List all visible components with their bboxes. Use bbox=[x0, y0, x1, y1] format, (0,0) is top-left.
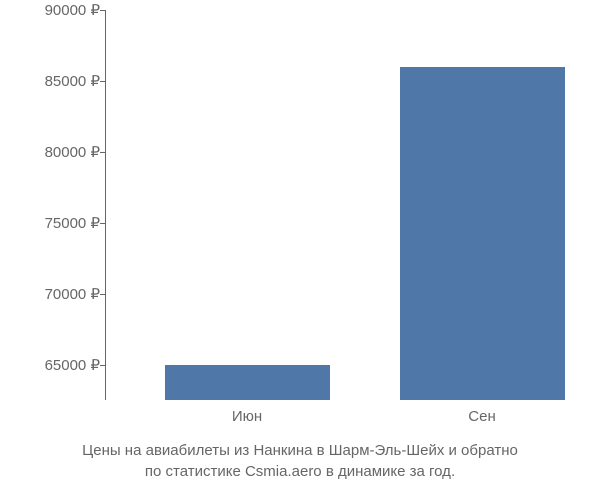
y-tick-label: 75000 ₽ bbox=[45, 214, 100, 232]
y-tick-label: 65000 ₽ bbox=[45, 356, 100, 374]
y-tick-label: 70000 ₽ bbox=[45, 285, 100, 303]
price-chart: 90000 ₽ 85000 ₽ 80000 ₽ 75000 ₽ 70000 ₽ … bbox=[0, 0, 600, 500]
y-tick-mark bbox=[100, 152, 105, 153]
x-tick-label: Июн bbox=[232, 408, 262, 425]
y-tick-label: 85000 ₽ bbox=[45, 72, 100, 90]
chart-caption-line2: по статистике Csmia.aero в динамике за г… bbox=[0, 461, 600, 482]
x-tick-label: Сен bbox=[468, 408, 495, 425]
y-tick-mark bbox=[100, 223, 105, 224]
chart-caption-line1: Цены на авиабилеты из Нанкина в Шарм-Эль… bbox=[0, 440, 600, 461]
y-tick-mark bbox=[100, 10, 105, 11]
y-tick-label: 90000 ₽ bbox=[45, 1, 100, 19]
y-tick-mark bbox=[100, 81, 105, 82]
y-tick-mark bbox=[100, 365, 105, 366]
bar-jun bbox=[165, 365, 330, 401]
bar-sep bbox=[400, 67, 565, 400]
y-tick-label: 80000 ₽ bbox=[45, 143, 100, 161]
y-tick-mark bbox=[100, 294, 105, 295]
